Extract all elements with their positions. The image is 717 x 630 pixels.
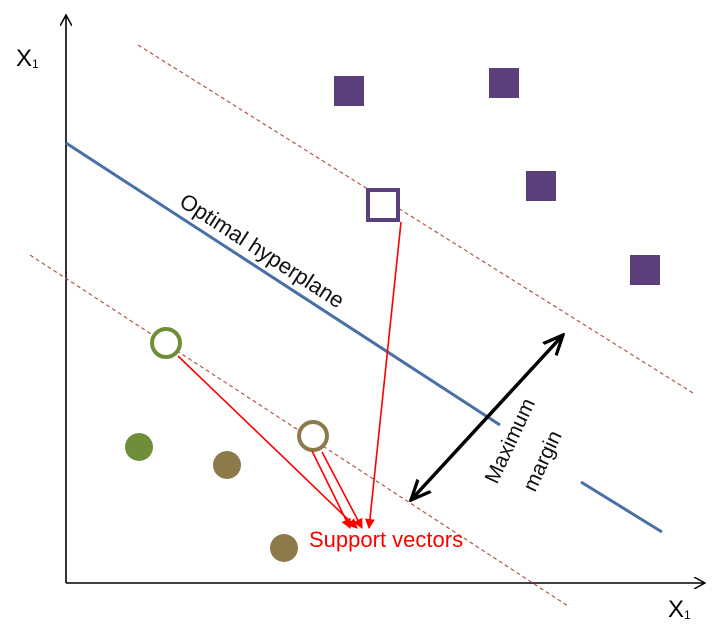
square-point (334, 76, 364, 106)
sv-arrow (311, 450, 351, 529)
lower-margin-line (29, 254, 569, 607)
margin-label-line2: margin (519, 427, 567, 495)
square-point (526, 171, 556, 201)
y-axis-label: X1 (16, 45, 39, 72)
hyperplane-line (65, 141, 501, 427)
hyperplane-label: Optimal hyperplane (175, 188, 349, 313)
support-vector-circle (297, 420, 329, 452)
sv-arrow (321, 451, 363, 529)
support-vectors-label: Support vectors (309, 527, 463, 552)
x-axis-label: X1 (668, 596, 691, 623)
square-point (630, 255, 660, 285)
circle-point (125, 433, 153, 461)
square-point (489, 68, 519, 98)
circle-point (213, 451, 241, 479)
support-vector-square (366, 188, 400, 222)
hyperplane-line-segment (580, 480, 663, 534)
maximum-margin-arrow (411, 335, 563, 500)
circle-point (270, 534, 298, 562)
sv-arrow (364, 221, 402, 529)
support-vector-circle (150, 327, 182, 359)
sv-arrow (177, 355, 358, 529)
